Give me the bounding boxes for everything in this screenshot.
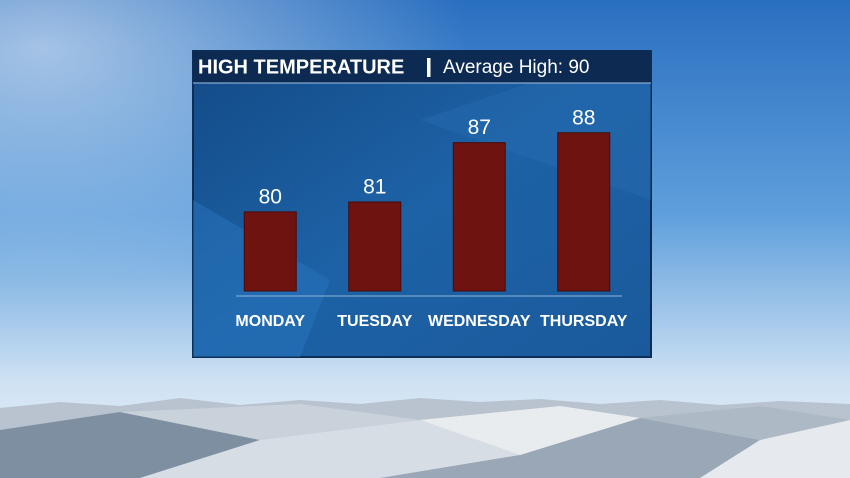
category-label: MONDAY — [235, 313, 305, 330]
landscape — [0, 398, 850, 478]
value-label: 87 — [468, 116, 491, 139]
category-label: WEDNESDAY — [428, 313, 531, 330]
bar — [557, 132, 611, 292]
category-label: TUESDAY — [337, 313, 412, 330]
bar — [452, 142, 506, 292]
title-bar — [193, 51, 651, 83]
bar — [348, 201, 402, 292]
value-label: 80 — [259, 185, 282, 208]
value-label: 88 — [572, 106, 595, 129]
title-separator — [427, 58, 431, 77]
chart-subtitle: Average High: 90 — [443, 57, 589, 78]
value-label: 81 — [363, 176, 386, 199]
category-label: THURSDAY — [540, 313, 628, 330]
bar — [243, 211, 297, 292]
chart-title: HIGH TEMPERATURE — [198, 56, 404, 78]
